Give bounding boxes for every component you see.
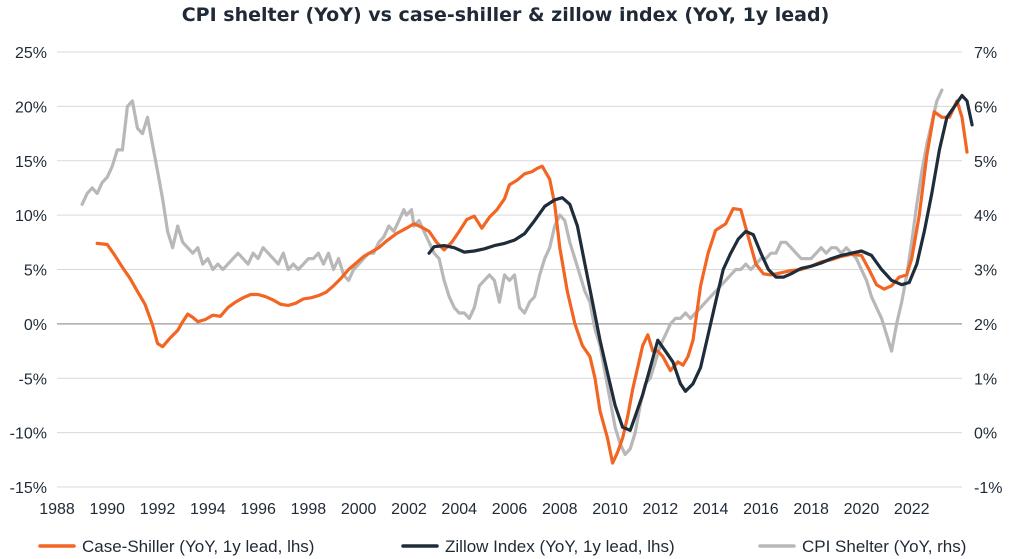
y-left-tick-label: 25% bbox=[15, 45, 47, 62]
y-left-tick-label: 15% bbox=[15, 154, 47, 171]
x-tick-label: 2000 bbox=[341, 501, 377, 518]
axis-ticks: 25% 7% 20% 6% 15% 5% 10% 4% 5% 3% 0% 2% -5% 1% -10% 0% -… bbox=[10, 45, 1003, 518]
y-right-tick-label: 0% bbox=[974, 426, 997, 443]
y-left-tick-label: -5% bbox=[19, 371, 47, 388]
series-line bbox=[427, 93, 974, 432]
x-tick-label: 2014 bbox=[693, 501, 729, 518]
x-tick-label: 1988 bbox=[39, 501, 75, 518]
x-tick-label: 2018 bbox=[793, 501, 829, 518]
series-line bbox=[95, 99, 969, 465]
x-tick-label: 2020 bbox=[844, 501, 880, 518]
y-left-tick-label: 10% bbox=[15, 208, 47, 225]
x-tick-label: 2010 bbox=[592, 501, 628, 518]
x-tick-label: 2012 bbox=[643, 501, 679, 518]
x-tick-label: 2008 bbox=[542, 501, 578, 518]
y-right-tick-label: 5% bbox=[974, 154, 997, 171]
x-tick-label: 2016 bbox=[743, 501, 779, 518]
x-tick-label: 2002 bbox=[391, 501, 427, 518]
legend: Case-Shiller (YoY, 1y lead, lhs) Zillow I… bbox=[38, 537, 966, 556]
legend-label: Case-Shiller (YoY, 1y lead, lhs) bbox=[82, 537, 314, 556]
legend-label: Zillow Index (YoY, 1y lead, lhs) bbox=[445, 537, 675, 556]
y-left-tick-label: -15% bbox=[10, 480, 47, 497]
y-right-tick-label: 7% bbox=[974, 45, 997, 62]
y-right-tick-label: 3% bbox=[974, 263, 997, 280]
y-right-tick-label: 6% bbox=[974, 99, 997, 116]
legend-label: CPI Shelter (YoY, rhs) bbox=[802, 537, 966, 556]
y-right-tick-label: 4% bbox=[974, 208, 997, 225]
gridlines bbox=[57, 51, 962, 488]
y-left-tick-label: 5% bbox=[24, 263, 47, 280]
y-left-tick-label: -10% bbox=[10, 426, 47, 443]
y-right-tick-label: 2% bbox=[974, 317, 997, 334]
x-tick-label: 1992 bbox=[140, 501, 176, 518]
x-tick-label: 2006 bbox=[492, 501, 528, 518]
y-right-tick-label: 1% bbox=[974, 371, 997, 388]
x-tick-label: 1994 bbox=[190, 501, 226, 518]
x-tick-label: 1996 bbox=[240, 501, 276, 518]
x-tick-label: 2004 bbox=[441, 501, 477, 518]
series-line bbox=[80, 88, 944, 456]
x-tick-label: 1990 bbox=[89, 501, 125, 518]
x-tick-label: 2022 bbox=[894, 501, 930, 518]
x-tick-label: 1998 bbox=[291, 501, 327, 518]
y-left-tick-label: 0% bbox=[24, 317, 47, 334]
chart-title: CPI shelter (YoY) vs case-shiller & zill… bbox=[181, 4, 830, 26]
y-right-tick-label: -1% bbox=[974, 480, 1002, 497]
series-lines bbox=[80, 88, 974, 465]
y-left-tick-label: 20% bbox=[15, 99, 47, 116]
